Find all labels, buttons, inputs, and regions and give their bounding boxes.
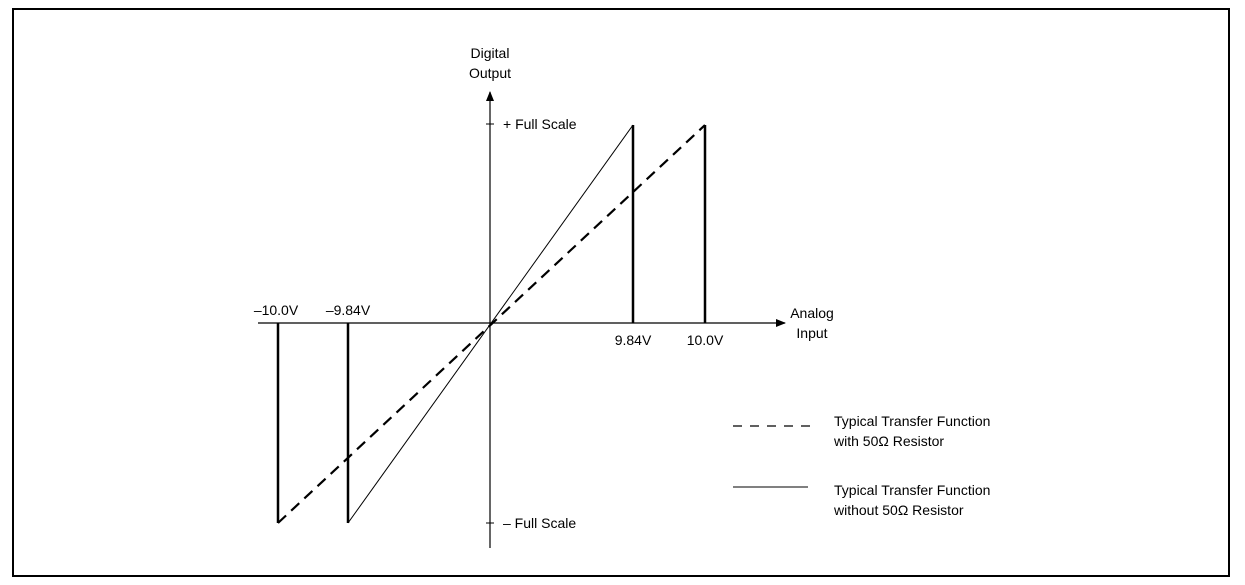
tick-label-pos-984: 9.84V xyxy=(615,332,652,348)
tick-label-pos-10: 10.0V xyxy=(687,332,724,348)
y-axis-label-line1: Digital xyxy=(471,45,510,61)
legend-solid-line1: Typical Transfer Function xyxy=(834,482,990,498)
figure-frame xyxy=(12,8,1230,577)
solid-transfer-line xyxy=(347,124,634,524)
x-axis-label-line2: Input xyxy=(796,325,827,341)
tick-label-neg-10: –10.0V xyxy=(254,302,299,318)
legend-solid-line2: without 50Ω Resistor xyxy=(833,502,964,518)
y-axis-label-line2: Output xyxy=(469,65,511,81)
legend-dashed-line1: Typical Transfer Function xyxy=(834,413,990,429)
x-axis-label-line1: Analog xyxy=(790,305,834,321)
plus-full-scale-label: + Full Scale xyxy=(503,116,577,132)
dashed-transfer-line xyxy=(277,124,706,524)
tick-label-neg-984: –9.84V xyxy=(326,302,371,318)
minus-full-scale-label: – Full Scale xyxy=(503,515,576,531)
legend-dashed-line2: with 50Ω Resistor xyxy=(833,433,944,449)
